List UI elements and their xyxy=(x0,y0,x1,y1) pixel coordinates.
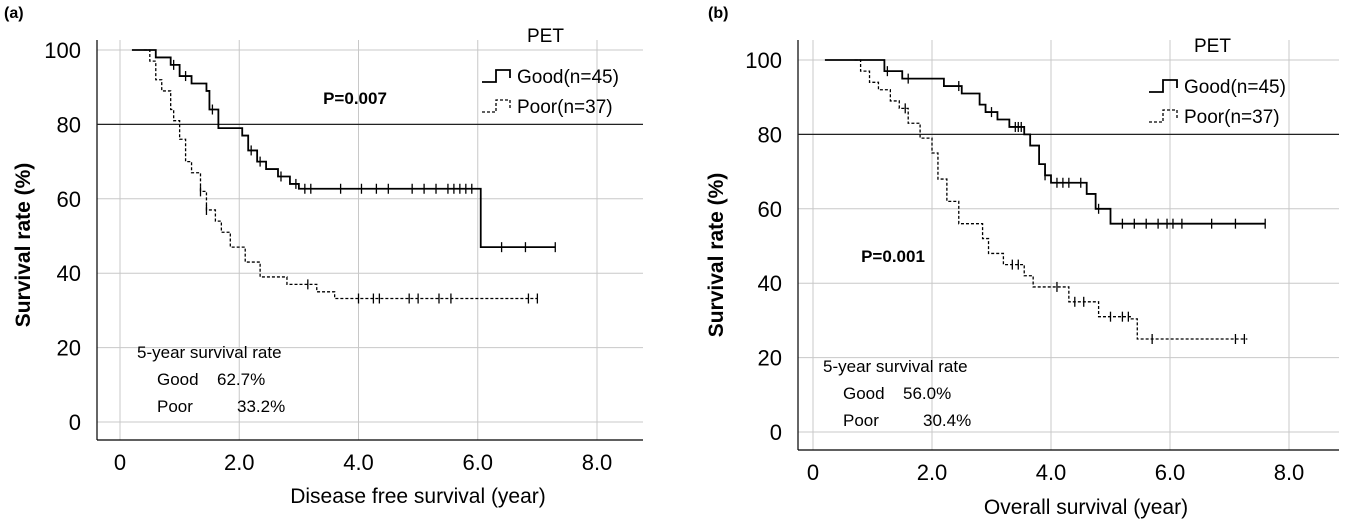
y-tick-label: 20 xyxy=(758,346,782,371)
legend-swatch-good xyxy=(482,69,511,83)
x-tick-label: 4.0 xyxy=(1036,460,1067,485)
legend-title: PET xyxy=(527,26,564,47)
rate-good-value: 56.0% xyxy=(903,384,951,403)
p-value: P=0.001 xyxy=(861,247,925,266)
rate-good-value: 62.7% xyxy=(217,370,265,389)
chart-b: 0 20 40 60 80 100 0 2.0 4.0 6.0 8.0 Overall surviva… xyxy=(705,5,1339,519)
legend-swatch-poor xyxy=(1149,109,1178,123)
x-tick-label: 6.0 xyxy=(462,450,493,475)
chart-a: 0 20 40 60 80 100 0 2.0 4.0 6.0 8.0 Disease free su… xyxy=(4,5,643,508)
rate-poor-label: Poor xyxy=(157,397,193,416)
survival-curve-good xyxy=(131,49,556,249)
survival-curve-poor xyxy=(143,49,538,300)
rate-box-title: 5-year survival rate xyxy=(823,357,968,376)
legend-label-good: Good(n=45) xyxy=(1184,77,1286,98)
y-tick-label: 60 xyxy=(758,197,782,222)
x-axis-title: Overall survival (year) xyxy=(984,496,1188,519)
survival-curve-good xyxy=(824,59,1266,225)
rate-poor-value: 30.4% xyxy=(923,411,971,430)
rate-poor-label: Poor xyxy=(843,411,879,430)
y-tick-label: 80 xyxy=(758,122,782,147)
y-tick-label: 60 xyxy=(57,187,81,212)
y-tick-label: 0 xyxy=(770,420,782,445)
x-axis-title: Disease free survival (year) xyxy=(290,485,546,508)
y-tick-label: 40 xyxy=(758,271,782,296)
panel-label: (a) xyxy=(4,5,24,22)
rate-poor-value: 33.2% xyxy=(237,397,285,416)
x-tick-label: 2.0 xyxy=(917,460,948,485)
x-tick-label: 6.0 xyxy=(1155,460,1186,485)
rate-box-title: 5-year survival rate xyxy=(137,343,282,362)
y-axis-title: Survival rate (%) xyxy=(705,173,728,338)
y-tick-label: 40 xyxy=(57,261,81,286)
rate-good-label: Good xyxy=(157,370,199,389)
legend-label-poor: Poor(n=37) xyxy=(517,97,613,118)
legend-swatch-poor xyxy=(482,99,511,113)
y-tick-label: 80 xyxy=(57,112,81,137)
legend-label-poor: Poor(n=37) xyxy=(1184,107,1280,128)
x-tick-label: 8.0 xyxy=(1274,460,1305,485)
legend-title: PET xyxy=(1194,36,1231,57)
legend-label-good: Good(n=45) xyxy=(517,67,619,88)
survival-curve-poor xyxy=(854,59,1248,340)
x-tick-label: 8.0 xyxy=(582,450,613,475)
y-tick-label: 20 xyxy=(57,336,81,361)
legend-swatch-good xyxy=(1149,79,1178,93)
y-axis-title: Survival rate (%) xyxy=(12,163,35,328)
panel-label: (b) xyxy=(708,5,728,22)
y-tick-label: 100 xyxy=(44,38,81,63)
y-tick-label: 0 xyxy=(69,410,81,435)
x-tick-label: 0 xyxy=(114,450,126,475)
rate-good-label: Good xyxy=(843,384,885,403)
p-value: P=0.007 xyxy=(323,89,387,108)
x-tick-label: 4.0 xyxy=(343,450,374,475)
x-tick-label: 0 xyxy=(807,460,819,485)
x-tick-label: 2.0 xyxy=(224,450,255,475)
y-tick-label: 100 xyxy=(745,48,782,73)
